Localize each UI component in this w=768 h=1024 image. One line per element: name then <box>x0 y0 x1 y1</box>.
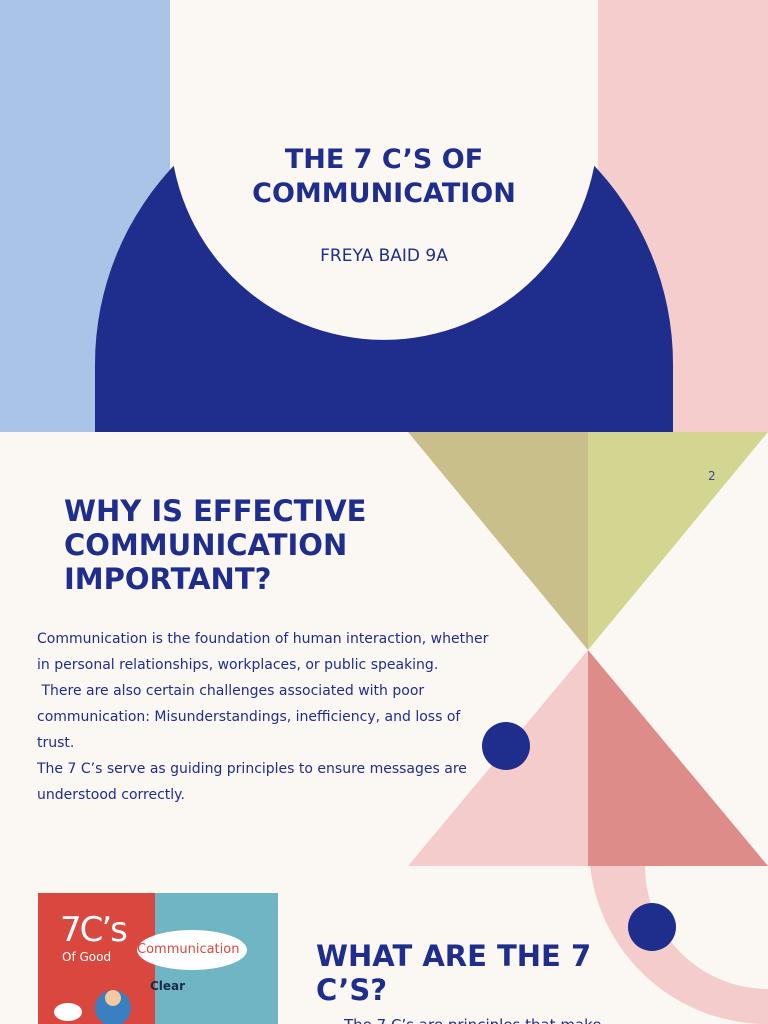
paragraph: The 7 C’s serve as guiding principles to… <box>37 761 472 803</box>
image-text: Of Good <box>62 950 112 964</box>
page-number: 2 <box>708 469 716 483</box>
triangle <box>408 432 588 650</box>
slide-title: THE 7 C’S OF COMMUNICATION <box>252 144 516 209</box>
paragraph: Communication is the foundation of human… <box>37 631 493 673</box>
person-icon <box>105 990 121 1006</box>
pink-arc <box>590 866 768 1024</box>
slide-subtitle: FREYA BAID 9A <box>320 246 448 266</box>
body-text: Communication is the foundation of human… <box>37 626 492 808</box>
dot <box>628 903 676 951</box>
image-text: Clear <box>150 979 186 993</box>
slide-title: WHAT ARE THE 7 C’S? <box>316 939 592 1007</box>
image-text: Communication <box>137 942 240 957</box>
image-text: 7C’s <box>60 910 128 950</box>
cream-arch <box>170 0 598 340</box>
speech-bubble <box>137 930 247 970</box>
person-icon <box>95 990 131 1024</box>
slide-title: WHY IS EFFECTIVE COMMUNICATION IMPORTANT… <box>64 494 367 596</box>
triangle <box>588 432 768 650</box>
triangle <box>588 650 768 866</box>
body-text: The 7 C’s are principles that make <box>344 1016 602 1024</box>
speech-bubble <box>54 1003 82 1021</box>
paragraph: There are also certain challenges associ… <box>37 683 465 751</box>
dot <box>482 722 530 770</box>
